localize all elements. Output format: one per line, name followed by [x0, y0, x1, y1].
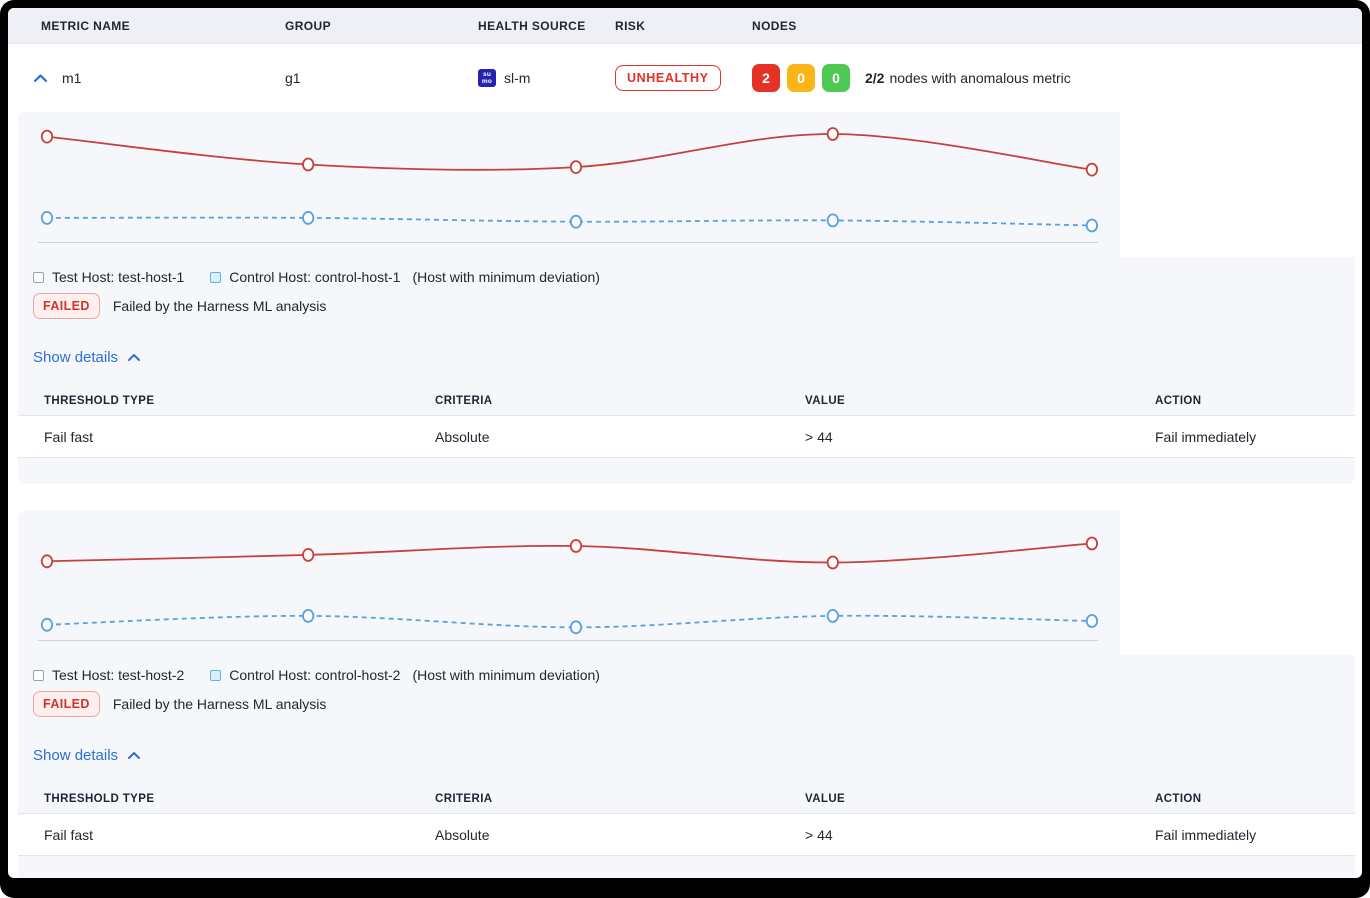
analysis-status-message: Failed by the Harness ML analysis: [112, 298, 327, 314]
data-point-marker: [826, 555, 839, 570]
metric-name-value: m1: [62, 70, 82, 86]
group-value: g1: [285, 70, 301, 86]
analysis-status-row: FAILED Failed by the Harness ML analysis: [18, 691, 1355, 717]
chevron-up-icon: [33, 71, 48, 86]
chart-side-panel: [1120, 510, 1355, 655]
threshold-type-cell: Fail fast: [44, 428, 94, 445]
data-point-marker: [40, 554, 54, 569]
criteria-cell: Absolute: [435, 826, 490, 843]
table-row: Fail fast Absolute > 44 Fail immediately: [18, 416, 1355, 458]
test-host-legend-marker[interactable]: [33, 271, 44, 283]
criteria-cell: Absolute: [435, 428, 490, 445]
chevron-up-icon: [127, 349, 141, 366]
timeseries-chart[interactable]: [18, 112, 1120, 257]
value-cell: > 44: [805, 826, 833, 843]
action-cell: Fail immediately: [1155, 826, 1257, 843]
test-host-legend-label[interactable]: Test Host: test-host-2: [52, 667, 185, 683]
data-point-marker: [40, 211, 54, 225]
threshold-table-header: THRESHOLD TYPE CRITERIA VALUE ACTION: [18, 784, 1355, 814]
metrics-panel: METRIC NAME GROUP HEALTH SOURCE RISK NOD…: [8, 8, 1362, 878]
control-host-legend-marker[interactable]: [210, 271, 222, 283]
data-point-marker: [302, 211, 315, 225]
control-host-line: [46, 216, 1092, 227]
failed-badge: FAILED: [33, 293, 100, 319]
data-point-marker: [302, 157, 315, 172]
show-details-link[interactable]: Show details: [18, 349, 141, 366]
unhealthy-nodes-chip: 2: [752, 64, 780, 92]
host-analysis-card-1: Test Host: test-host-1 Control Host: con…: [18, 112, 1355, 484]
data-point-marker: [1085, 162, 1099, 177]
data-point-marker: [1085, 218, 1099, 233]
chart-canvas: [38, 536, 1099, 641]
legend-note: (Host with minimum deviation): [412, 269, 600, 285]
control-host-legend-label[interactable]: Control Host: control-host-1: [229, 269, 401, 285]
data-point-marker: [826, 609, 839, 623]
collapse-row-button[interactable]: [31, 69, 50, 88]
chart-side-panel: [1120, 112, 1355, 257]
data-point-marker: [569, 620, 583, 635]
threshold-table-header: THRESHOLD TYPE CRITERIA VALUE ACTION: [18, 386, 1355, 416]
sumologic-icon: su mo: [478, 69, 496, 87]
data-point-marker: [569, 160, 583, 174]
legend-note: (Host with minimum deviation): [412, 667, 600, 683]
data-point-marker: [826, 213, 839, 228]
chart-row: [18, 112, 1355, 257]
test-host-line: [46, 542, 1092, 564]
chevron-up-icon: [127, 747, 141, 764]
chart-legend: Test Host: test-host-2 Control Host: con…: [18, 655, 1355, 683]
data-point-marker: [1085, 536, 1099, 551]
control-host-line: [46, 614, 1092, 629]
threshold-table: THRESHOLD TYPE CRITERIA VALUE ACTION Fai…: [18, 386, 1355, 458]
action-cell: Fail immediately: [1155, 428, 1257, 445]
threshold-table: THRESHOLD TYPE CRITERIA VALUE ACTION Fai…: [18, 784, 1355, 856]
data-point-marker: [826, 127, 839, 141]
table-column-header: METRIC NAME GROUP HEALTH SOURCE RISK NOD…: [8, 8, 1362, 44]
col-nodes: NODES: [752, 18, 797, 33]
threshold-type-cell: Fail fast: [44, 826, 94, 843]
metric-row[interactable]: m1 g1 su mo sl-m UNHEALTHY 2 0 0 2/2 nodes…: [8, 44, 1362, 112]
table-row: Fail fast Absolute > 44 Fail immediately: [18, 814, 1355, 856]
failed-badge: FAILED: [33, 691, 100, 717]
data-point-marker: [302, 609, 315, 623]
value-cell: > 44: [805, 428, 833, 445]
data-point-marker: [569, 539, 583, 553]
control-host-legend-marker[interactable]: [210, 669, 222, 681]
test-host-legend-marker[interactable]: [33, 669, 44, 681]
data-point-marker: [40, 617, 54, 632]
warning-nodes-chip: 0: [787, 64, 815, 92]
show-details-link[interactable]: Show details: [18, 747, 141, 764]
chart-legend: Test Host: test-host-1 Control Host: con…: [18, 257, 1355, 285]
col-risk: RISK: [615, 18, 646, 33]
chart-row: [18, 510, 1355, 655]
data-point-marker: [1085, 614, 1099, 628]
test-host-line: [46, 133, 1093, 171]
col-health-source: HEALTH SOURCE: [478, 18, 586, 33]
data-point-marker: [302, 548, 315, 562]
col-metric-name: METRIC NAME: [41, 18, 131, 33]
test-host-legend-label[interactable]: Test Host: test-host-1: [52, 269, 185, 285]
nodes-summary: 2/2 nodes with anomalous metric: [865, 70, 1071, 86]
data-point-marker: [569, 214, 583, 229]
analysis-status-message: Failed by the Harness ML analysis: [112, 696, 327, 712]
control-host-legend-label[interactable]: Control Host: control-host-2: [229, 667, 401, 683]
risk-status-badge: UNHEALTHY: [615, 65, 721, 91]
healthy-nodes-chip: 0: [822, 64, 850, 92]
col-group: GROUP: [285, 18, 332, 33]
health-source-value: sl-m: [504, 70, 531, 86]
chart-canvas: [38, 127, 1099, 243]
data-point-marker: [40, 129, 54, 144]
analysis-status-row: FAILED Failed by the Harness ML analysis: [18, 293, 1355, 319]
timeseries-chart[interactable]: [18, 510, 1120, 655]
host-analysis-card-2: Test Host: test-host-2 Control Host: con…: [18, 510, 1355, 878]
